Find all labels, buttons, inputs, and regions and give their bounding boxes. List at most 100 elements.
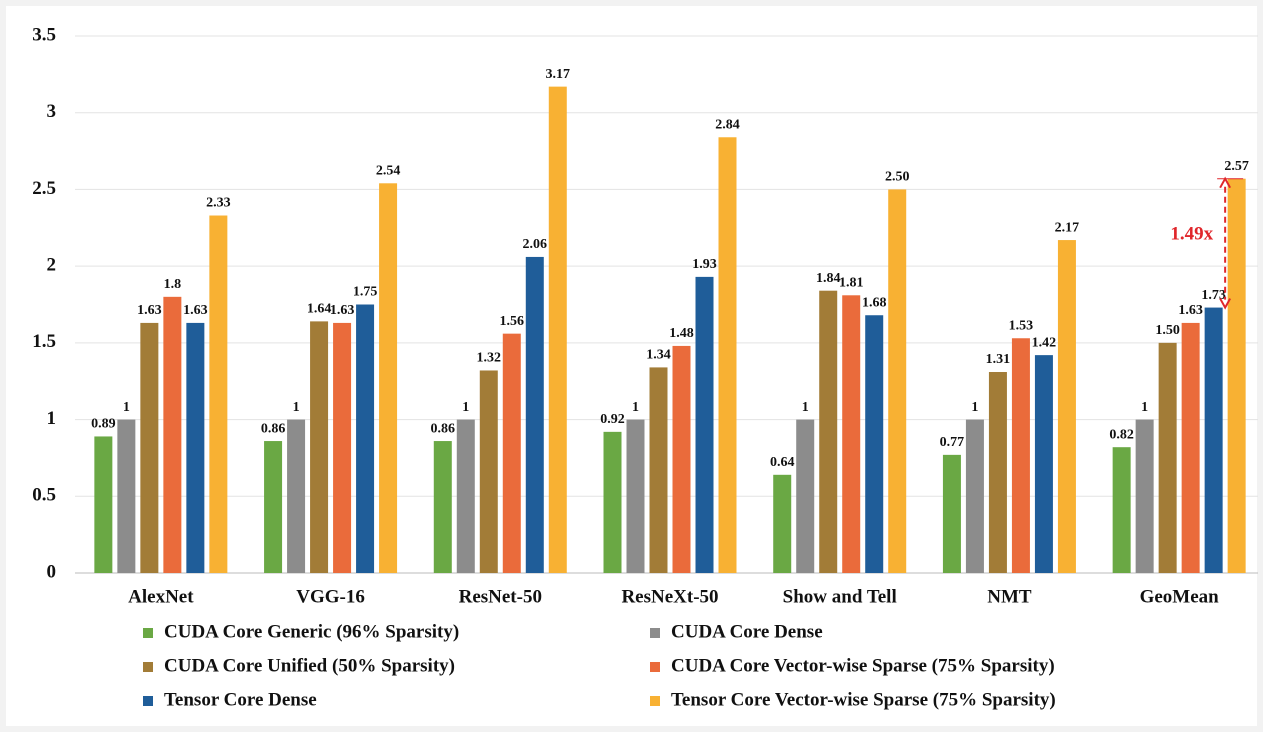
legend-swatch — [650, 662, 660, 672]
data-label: 0.77 — [940, 435, 965, 450]
data-label: 0.92 — [600, 412, 625, 427]
bar — [865, 315, 884, 573]
data-label: 2.54 — [376, 164, 401, 179]
bar — [310, 321, 329, 573]
data-label: 1.75 — [353, 285, 378, 300]
x-tick-label: VGG-16 — [296, 586, 365, 607]
data-label: 1.63 — [137, 303, 162, 318]
legend-swatch — [650, 628, 660, 638]
bar — [163, 296, 182, 573]
data-label: 1.50 — [1155, 323, 1180, 338]
data-label: 1.56 — [500, 314, 525, 329]
bar — [649, 367, 668, 573]
x-tick-label: AlexNet — [128, 586, 194, 607]
data-label: 1 — [632, 400, 639, 415]
bar — [379, 183, 398, 573]
data-label: 0.86 — [261, 421, 286, 436]
legend-label: CUDA Core Vector-wise Sparse (75% Sparsi… — [671, 655, 1055, 676]
y-tick-label: 0 — [47, 561, 57, 582]
data-label: 2.06 — [523, 237, 548, 252]
data-label: 1.31 — [986, 352, 1011, 367]
data-label: 2.50 — [885, 170, 910, 185]
legend-label: CUDA Core Unified (50% Sparsity) — [164, 655, 455, 676]
bar — [333, 322, 352, 573]
y-tick-label: 2 — [47, 255, 57, 276]
bar — [626, 419, 645, 573]
data-label: 1 — [802, 400, 809, 415]
bar — [988, 372, 1007, 573]
bar — [287, 419, 306, 573]
bar — [186, 322, 205, 573]
bar — [1135, 419, 1154, 573]
bar — [1181, 322, 1200, 573]
y-tick-label: 0.5 — [32, 485, 56, 506]
bar — [1112, 447, 1131, 573]
bar — [773, 474, 792, 573]
data-label: 1.8 — [164, 277, 182, 292]
bar — [718, 137, 737, 573]
bar — [819, 290, 838, 573]
data-label: 1.42 — [1032, 335, 1057, 350]
bar — [502, 333, 521, 573]
bar — [456, 419, 475, 573]
legend-label: Tensor Core Dense — [164, 689, 317, 710]
data-label: 1.93 — [692, 257, 717, 272]
bar — [1227, 178, 1246, 573]
bar — [888, 189, 907, 573]
x-tick-label: ResNeXt-50 — [621, 586, 718, 607]
y-tick-label: 3 — [47, 101, 57, 122]
data-label: 1.53 — [1009, 318, 1034, 333]
legend-swatch — [143, 662, 153, 672]
legend-swatch — [143, 696, 153, 706]
x-tick-label: GeoMean — [1140, 586, 1220, 607]
data-label: 1 — [971, 400, 978, 415]
bar — [548, 86, 567, 573]
data-label: 0.86 — [431, 421, 456, 436]
data-label: 1 — [123, 400, 130, 415]
bar — [1011, 338, 1030, 573]
data-label: 1.63 — [1178, 303, 1203, 318]
bar — [695, 276, 714, 573]
legend-swatch — [650, 696, 660, 706]
legend-label: Tensor Core Vector-wise Sparse (75% Spar… — [671, 689, 1056, 710]
bar — [356, 304, 375, 573]
bar — [603, 431, 622, 573]
data-label: 0.89 — [91, 417, 116, 432]
data-label: 1.63 — [183, 303, 208, 318]
bar — [1034, 355, 1053, 573]
data-label: 1.63 — [330, 303, 355, 318]
x-tick-label: NMT — [987, 586, 1032, 607]
data-label: 0.82 — [1109, 427, 1134, 442]
bar — [796, 419, 815, 573]
data-label: 1.84 — [816, 271, 841, 286]
bar — [672, 345, 691, 573]
data-label: 2.33 — [206, 196, 231, 211]
data-label: 1.48 — [669, 326, 694, 341]
bar — [1158, 342, 1177, 573]
legend-swatch — [143, 628, 153, 638]
x-tick-label: ResNet-50 — [459, 586, 542, 607]
data-label: 1.68 — [862, 295, 887, 310]
bar — [942, 454, 961, 573]
bar — [264, 441, 283, 573]
data-label: 3.17 — [546, 67, 571, 82]
data-label: 2.84 — [715, 117, 740, 132]
y-tick-label: 1.5 — [32, 331, 56, 352]
bar — [209, 215, 228, 574]
bar — [479, 370, 498, 573]
bar — [965, 419, 984, 573]
data-label: 1 — [462, 400, 469, 415]
y-tick-label: 3.5 — [32, 24, 56, 45]
data-label: 1 — [293, 400, 300, 415]
data-label: 1.81 — [839, 276, 864, 291]
x-tick-label: Show and Tell — [783, 586, 897, 607]
y-tick-label: 1 — [47, 408, 57, 429]
data-label: 1.32 — [477, 351, 502, 366]
bar — [140, 322, 159, 573]
bar — [842, 295, 861, 573]
bar — [525, 256, 544, 573]
bar — [433, 441, 452, 573]
annotation: 1.49x — [1170, 223, 1213, 244]
data-label: 2.57 — [1224, 159, 1249, 174]
